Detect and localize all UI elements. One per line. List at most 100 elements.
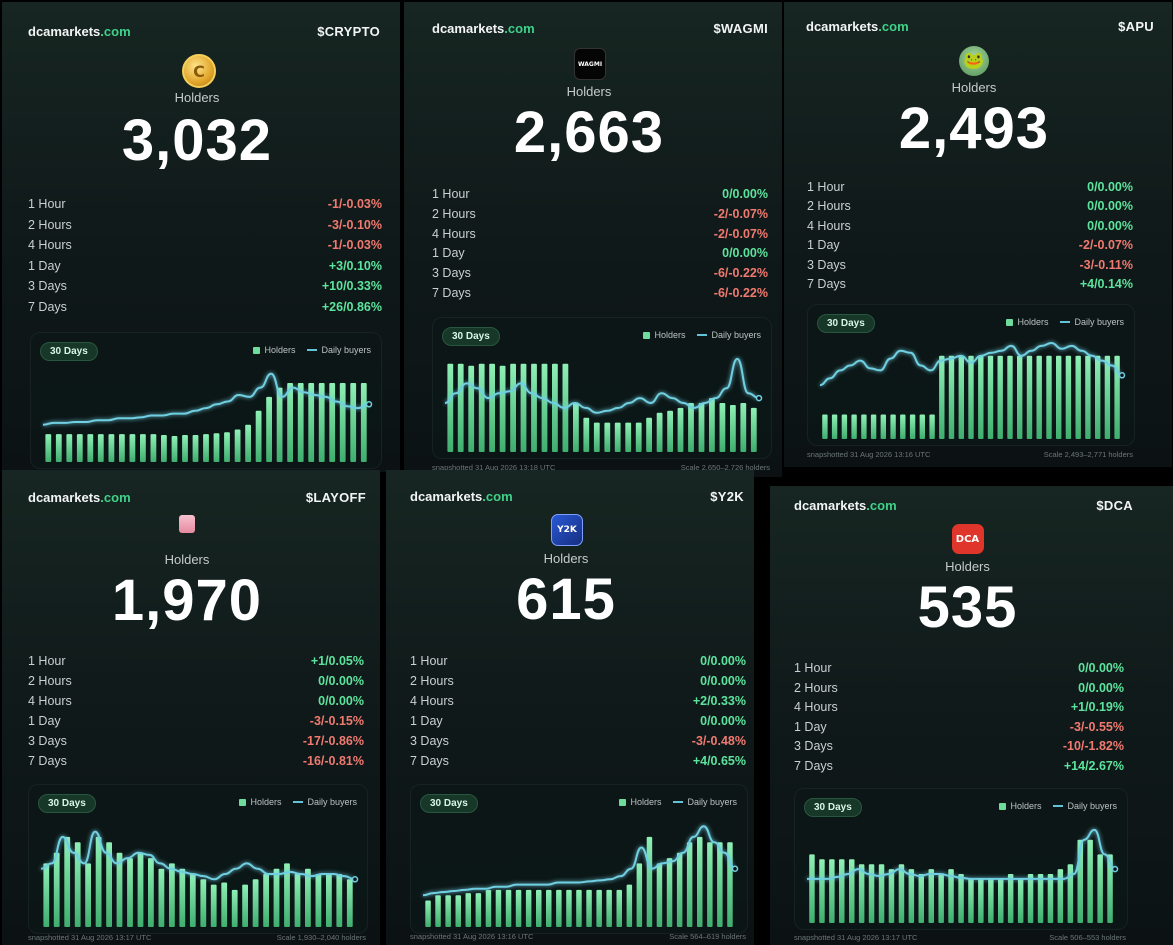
holders-bar (1026, 355, 1033, 439)
holders-chart[interactable]: 30 Days Holders Daily buyers (28, 784, 368, 934)
holders-bar (831, 414, 838, 439)
brand-logo[interactable]: dcamarkets.com (432, 21, 535, 36)
stat-period-label: 7 Days (432, 286, 471, 300)
holders-chart[interactable]: 30 Days Holders Daily buyers (410, 784, 748, 934)
stat-change-value: -3/-0.15% (309, 713, 364, 728)
holders-chart[interactable]: 30 Days Holders Daily buyers (794, 788, 1128, 930)
stat-change-value: +14/2.67% (1063, 759, 1124, 773)
stat-change-value: +3/0.10% (328, 258, 382, 273)
brand-logo[interactable]: dcamarkets.com (28, 490, 131, 505)
pink-box-icon (179, 515, 195, 533)
brand-name: dcamarkets (432, 21, 505, 36)
legend-holders-swatch (643, 331, 651, 339)
holders-bar (266, 396, 272, 462)
holders-bar (546, 889, 552, 927)
holders-bar (435, 895, 441, 927)
holders-chart[interactable]: 30 Days Holders Daily buyers (432, 317, 772, 459)
stat-row: 7 Days +4/0.14% (807, 277, 1133, 297)
brand-logo[interactable]: dcamarkets.com (410, 489, 513, 504)
holders-bar (525, 889, 532, 927)
stat-row: 2 Hours -3/-0.10% (28, 218, 382, 238)
holders-bar (1107, 854, 1113, 923)
brand-logo[interactable]: dcamarkets.com (28, 24, 131, 39)
holders-bar (646, 836, 653, 927)
holders-bar (576, 889, 582, 927)
brand-logo[interactable]: dcamarkets.com (806, 19, 909, 34)
holders-bar (939, 355, 945, 439)
holders-bar (326, 874, 332, 927)
holders-bar (213, 433, 220, 462)
holders-bar (583, 417, 590, 452)
stat-row: 2 Hours 0/0.00% (28, 674, 364, 694)
legend-daily-buyers-swatch (293, 801, 304, 803)
stat-change-value: +10/0.33% (321, 279, 382, 294)
holders-bar (499, 365, 506, 452)
stat-row: 4 Hours -1/-0.03% (28, 238, 382, 258)
stat-change-value: +4/0.65% (692, 753, 746, 768)
y2k-icon: Y2K (551, 514, 583, 546)
holders-bar (221, 882, 228, 927)
stat-row: 1 Day -3/-0.15% (28, 714, 364, 734)
snapshot-timestamp: snapshotted 31 Aug 2026 13:16 UTC (410, 932, 534, 941)
stat-row: 7 Days +26/0.86% (28, 300, 382, 320)
holders-bar (505, 889, 512, 927)
stat-row: 1 Day -2/-0.07% (807, 238, 1133, 258)
holders-bar (66, 434, 73, 462)
holders-bar (455, 895, 461, 927)
stat-period-label: 1 Hour (807, 180, 845, 194)
holders-bar (851, 414, 857, 439)
holders-bar (1097, 854, 1103, 923)
stat-change-value: +1/0.19% (1070, 700, 1124, 715)
holders-bar (878, 864, 885, 923)
legend-daily-buyers-swatch (673, 801, 684, 803)
holders-bar (1047, 874, 1054, 923)
range-30-days-button[interactable]: 30 Days (40, 342, 98, 361)
holders-bar (900, 414, 906, 439)
range-30-days-button[interactable]: 30 Days (442, 327, 500, 346)
holders-bar (485, 889, 492, 927)
holders-bar (740, 403, 747, 452)
holders-bar (1017, 878, 1024, 923)
holders-count: 3,032 (121, 108, 273, 173)
holders-bar (1104, 355, 1111, 439)
holders-bar (129, 434, 136, 462)
stat-period-label: 2 Hours (28, 217, 72, 232)
holders-label: Holders (945, 559, 990, 574)
legend-daily-buyers-swatch (1060, 321, 1071, 323)
holders-bar (169, 863, 175, 927)
chart-legend: Holders Daily buyers (999, 801, 1117, 811)
holders-bar (948, 869, 954, 923)
stat-row: 4 Hours 0/0.00% (28, 694, 364, 714)
stat-period-label: 7 Days (410, 753, 449, 768)
brand-tld: .com (100, 24, 131, 39)
range-30-days-button[interactable]: 30 Days (817, 314, 875, 333)
stat-row: 1 Hour 0/0.00% (410, 654, 746, 674)
holders-bar (968, 355, 974, 439)
stat-change-value: +2/0.33% (692, 693, 746, 708)
holders-bar (616, 889, 622, 927)
holders-bar (150, 434, 157, 462)
holders-bar (350, 383, 357, 462)
stat-period-label: 3 Days (432, 266, 471, 281)
brand-logo[interactable]: dcamarkets.com (794, 498, 897, 513)
range-30-days-button[interactable]: 30 Days (804, 798, 862, 817)
holders-bar (667, 410, 673, 452)
range-30-days-button[interactable]: 30 Days (38, 794, 96, 813)
stat-period-label: 2 Hours (410, 673, 454, 688)
daily-buyers-line (807, 828, 1116, 880)
stat-period-label: 3 Days (794, 739, 833, 754)
stat-change-value: -16/-0.81% (302, 753, 364, 768)
legend-daily-buyers-label: Daily buyers (1074, 317, 1124, 327)
holders-bar (53, 852, 60, 927)
holders-bar (200, 879, 207, 927)
legend-holders-swatch (619, 798, 627, 806)
range-30-days-button[interactable]: 30 Days (420, 794, 478, 813)
holders-bar (839, 859, 845, 923)
brand-tld: .com (866, 498, 897, 513)
stat-row: 2 Hours 0/0.00% (807, 199, 1133, 219)
holders-chart[interactable]: 30 Days Holders Daily buyers (30, 332, 382, 469)
stat-change-value: -3/-0.48% (691, 733, 746, 748)
holders-chart[interactable]: 30 Days Holders Daily buyers (807, 304, 1135, 446)
holders-bar (55, 434, 62, 462)
holders-bar (948, 355, 955, 439)
